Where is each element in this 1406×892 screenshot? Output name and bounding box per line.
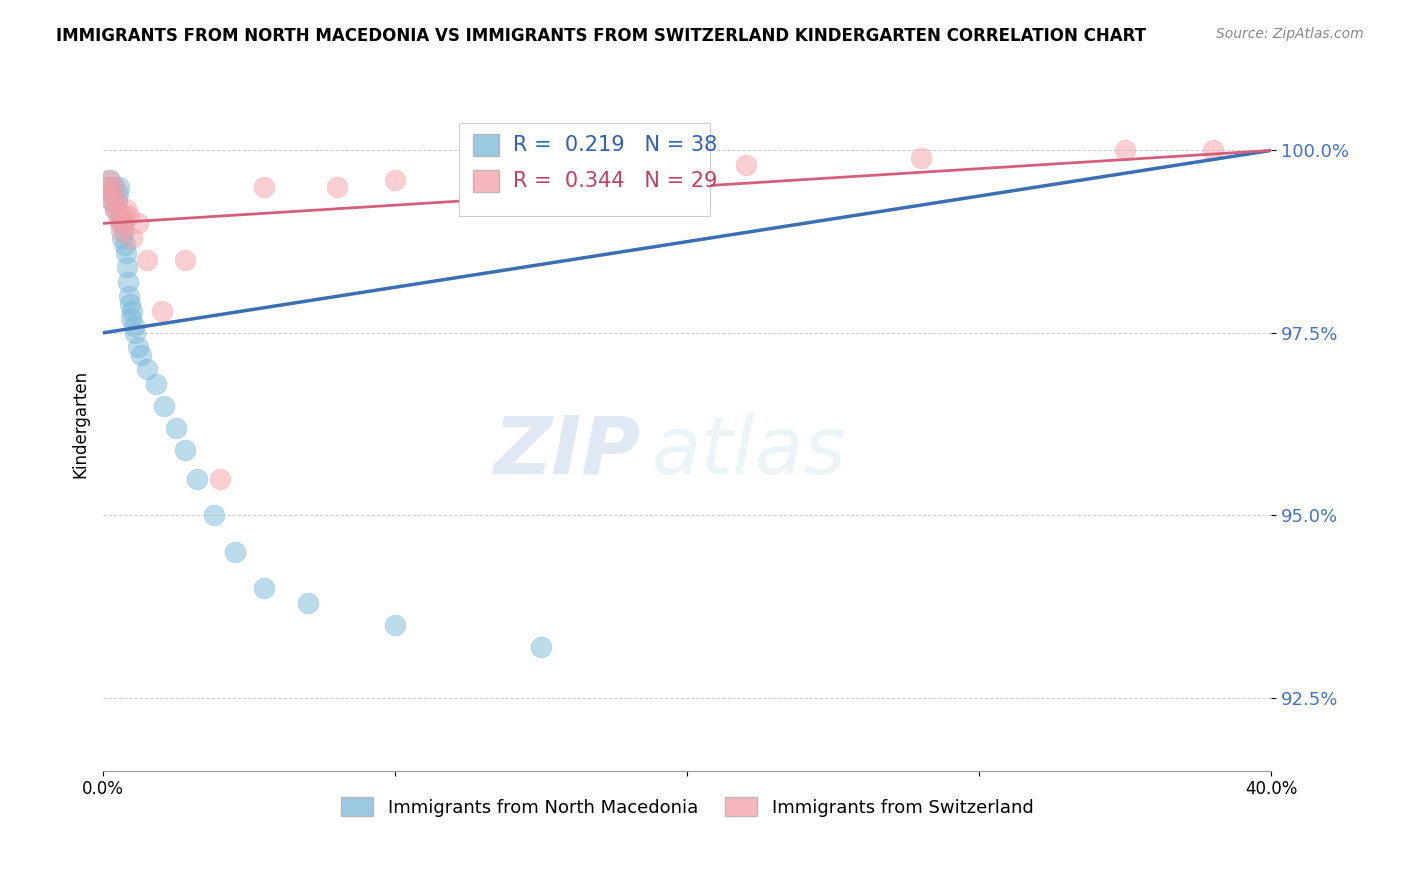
Point	[107, 209, 129, 223]
Point	[104, 202, 127, 216]
Point	[121, 304, 143, 318]
Point	[98, 172, 121, 186]
Point	[153, 399, 176, 413]
Point	[112, 209, 135, 223]
Point	[96, 180, 118, 194]
Point	[129, 348, 152, 362]
Text: atlas: atlas	[652, 413, 846, 491]
Point	[110, 224, 132, 238]
Text: Source: ZipAtlas.com: Source: ZipAtlas.com	[1216, 27, 1364, 41]
Point	[118, 296, 141, 310]
Point	[530, 640, 553, 654]
Point	[121, 231, 143, 245]
FancyBboxPatch shape	[474, 135, 499, 156]
Point	[124, 326, 146, 340]
Point	[253, 180, 276, 194]
Point	[118, 289, 141, 303]
Point	[118, 209, 141, 223]
Point	[103, 180, 125, 194]
Point	[100, 187, 122, 202]
Point	[173, 252, 195, 267]
Point	[111, 216, 134, 230]
Point	[108, 180, 131, 194]
Point	[97, 180, 120, 194]
Point	[145, 376, 167, 391]
Point	[165, 421, 187, 435]
Point	[115, 202, 138, 216]
Point	[103, 180, 125, 194]
Point	[910, 151, 932, 165]
Point	[325, 180, 347, 194]
Point	[101, 194, 124, 209]
Point	[104, 202, 127, 216]
Point	[108, 209, 131, 223]
Point	[110, 216, 132, 230]
Point	[208, 472, 231, 486]
Text: R =  0.344   N = 29: R = 0.344 N = 29	[513, 171, 717, 192]
Point	[115, 260, 138, 275]
Text: R =  0.219   N = 38: R = 0.219 N = 38	[513, 136, 717, 155]
Point	[617, 158, 640, 172]
Point	[101, 194, 124, 209]
Point	[1202, 144, 1225, 158]
Point	[136, 252, 159, 267]
Point	[297, 596, 319, 610]
Point	[100, 187, 122, 202]
Point	[127, 216, 149, 230]
FancyBboxPatch shape	[460, 122, 710, 216]
Text: IMMIGRANTS FROM NORTH MACEDONIA VS IMMIGRANTS FROM SWITZERLAND KINDERGARTEN CORR: IMMIGRANTS FROM NORTH MACEDONIA VS IMMIG…	[56, 27, 1146, 45]
Point	[384, 617, 406, 632]
Point	[127, 341, 149, 355]
FancyBboxPatch shape	[474, 170, 499, 192]
Point	[150, 304, 173, 318]
Point	[115, 245, 138, 260]
Point	[117, 275, 139, 289]
Y-axis label: Kindergarten: Kindergarten	[72, 370, 89, 478]
Point	[501, 165, 523, 179]
Legend: Immigrants from North Macedonia, Immigrants from Switzerland: Immigrants from North Macedonia, Immigra…	[333, 790, 1040, 824]
Point	[108, 216, 131, 230]
Point	[105, 194, 128, 209]
Point	[122, 318, 145, 333]
Point	[98, 172, 121, 186]
Point	[1114, 144, 1136, 158]
Point	[114, 238, 136, 252]
Point	[734, 158, 756, 172]
Text: ZIP: ZIP	[494, 413, 640, 491]
Point	[136, 362, 159, 376]
Point	[120, 311, 142, 326]
Point	[186, 472, 208, 486]
Point	[202, 508, 225, 523]
Point	[224, 545, 246, 559]
Point	[111, 231, 134, 245]
Point	[107, 187, 129, 202]
Point	[112, 224, 135, 238]
Point	[253, 581, 276, 595]
Point	[105, 194, 128, 209]
Point	[384, 172, 406, 186]
Point	[173, 442, 195, 457]
Point	[111, 216, 134, 230]
